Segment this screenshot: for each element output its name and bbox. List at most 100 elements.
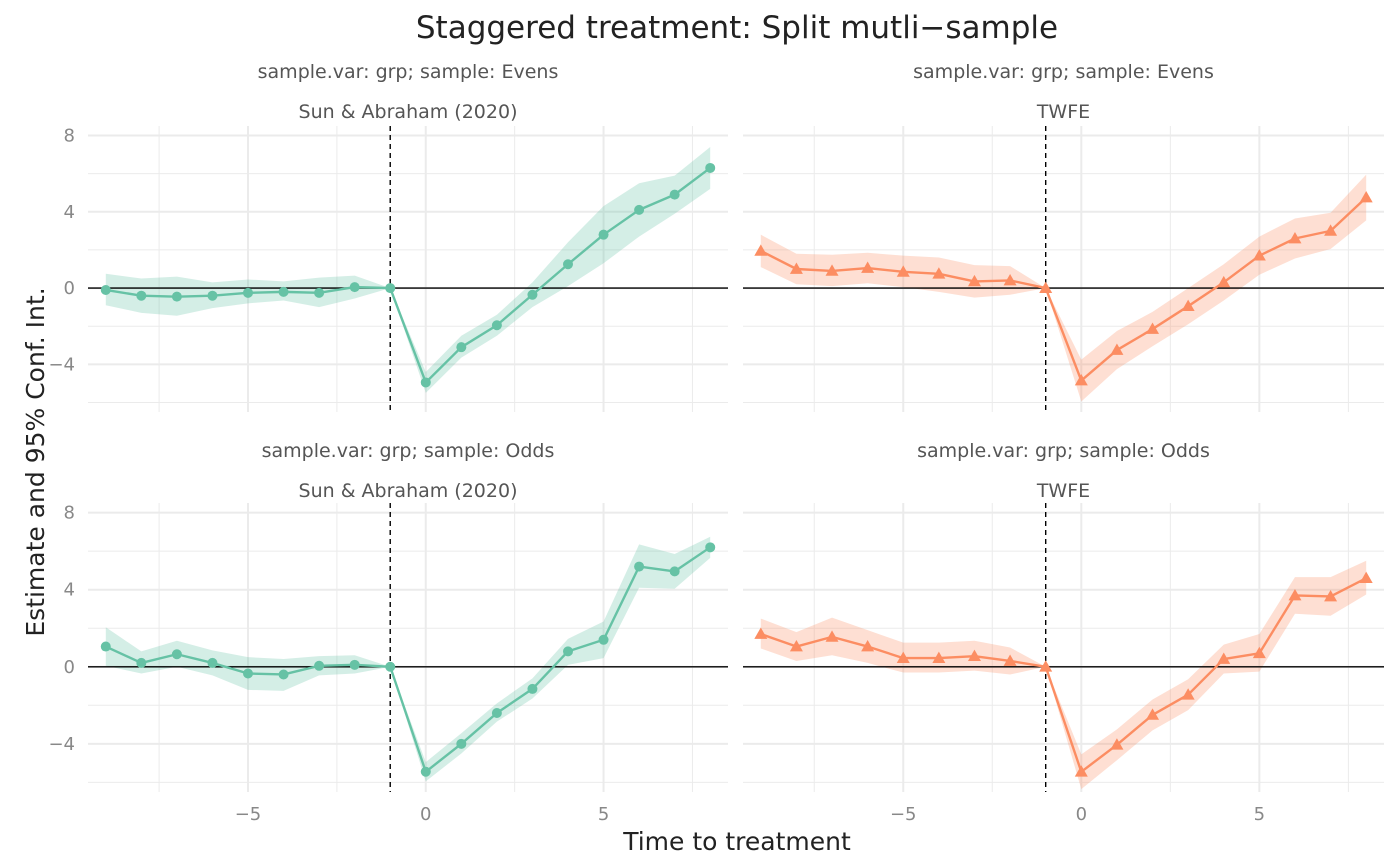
estimate-point (1288, 588, 1302, 601)
estimate-point (896, 265, 910, 277)
estimate-point (349, 282, 360, 293)
estimate-point (1003, 654, 1017, 666)
estimate-line (105, 546, 711, 773)
x-tick-label: −5 (235, 804, 262, 825)
estimate-point (1146, 322, 1160, 334)
estimate-point (896, 651, 910, 663)
estimate-point (967, 649, 981, 662)
chart-title: Staggered treatment: Split mutli−sample (416, 10, 1058, 46)
estimate-point (278, 669, 289, 680)
x-tick-label: −5 (890, 804, 917, 825)
estimate-point (669, 566, 680, 577)
y-tick-label: 8 (64, 503, 75, 524)
estimate-point (136, 657, 147, 668)
estimate-point (1003, 273, 1017, 286)
estimate-point (932, 651, 946, 663)
estimate-point (1217, 652, 1231, 664)
strip-sample-label: sample.var: grp; sample: Evens (258, 61, 559, 83)
estimate-point (385, 283, 396, 294)
estimate-point (456, 738, 467, 749)
y-tick-label: 0 (64, 657, 75, 678)
panel-2: sample.var: grp; sample: Evens TWFE (743, 61, 1384, 412)
x-tick-label: 5 (598, 804, 609, 825)
estimate-point (1039, 660, 1053, 672)
estimate-point (1110, 343, 1124, 355)
estimate-point (825, 630, 839, 642)
estimate-point (314, 660, 325, 671)
estimate-point (705, 162, 716, 173)
estimate-point (789, 640, 803, 652)
estimate-point (967, 274, 981, 287)
strip-method-label: Sun & Abraham (2020) (299, 101, 518, 123)
estimate-point (563, 646, 573, 657)
estimate-point (491, 320, 502, 331)
strip-method-label: TWFE (1036, 480, 1090, 502)
strip-sample-label: sample.var: grp; sample: Odds (917, 440, 1210, 462)
estimate-point (420, 766, 431, 777)
estimate-point (669, 189, 680, 200)
panel-3: sample.var: grp; sample: Odds Sun & Abrah… (48, 440, 728, 825)
estimate-point (932, 267, 946, 279)
x-tick-label: 0 (1076, 804, 1087, 825)
estimate-point (243, 668, 253, 679)
estimate-point (1217, 275, 1231, 288)
estimate-point (171, 649, 182, 660)
estimate-point (1252, 646, 1266, 659)
estimate-point (1181, 688, 1195, 700)
estimate-point (207, 657, 218, 668)
strip-sample-label: sample.var: grp; sample: Evens (913, 61, 1214, 83)
estimate-line (105, 166, 711, 384)
estimate-point (1359, 191, 1373, 203)
estimate-point (1324, 224, 1338, 236)
estimate-point (1288, 231, 1302, 244)
estimate-point (385, 661, 396, 672)
panel-4: sample.var: grp; sample: Odds TWFE −5 0 5 (743, 440, 1384, 825)
estimate-point (861, 261, 875, 273)
panels: sample.var: grp; sample: Evens Sun & Abra… (48, 61, 1384, 825)
estimate-point (1074, 374, 1088, 386)
y-axis-title: Estimate and 95% Conf. Int. (21, 287, 50, 636)
estimate-point (825, 264, 839, 276)
estimate-point (100, 641, 111, 652)
x-tick-label: 0 (420, 804, 431, 825)
strip-method-label: TWFE (1036, 101, 1090, 123)
y-tick-label: 4 (64, 202, 75, 223)
estimate-point (349, 659, 360, 670)
x-tick-label: 5 (1254, 804, 1265, 825)
estimate-line (760, 196, 1368, 382)
estimate-point (598, 229, 609, 240)
confidence-band (760, 560, 1367, 790)
estimate-point (705, 542, 716, 553)
y-tick-label: −4 (48, 354, 75, 375)
estimate-point (527, 683, 538, 694)
confidence-band (105, 146, 711, 393)
estimate-point (171, 291, 182, 302)
estimate-point (136, 290, 147, 301)
y-tick-label: −4 (48, 734, 75, 755)
estimate-point (207, 290, 218, 301)
panel-1: sample.var: grp; sample: Evens Sun & Abra… (48, 61, 728, 412)
estimate-point (1074, 765, 1088, 777)
estimate-point (754, 627, 768, 639)
estimate-point (634, 204, 645, 215)
estimate-point (456, 342, 467, 353)
estimate-point (598, 634, 609, 645)
estimate-point (563, 259, 573, 270)
estimate-point (754, 244, 768, 256)
y-tick-label: 0 (64, 278, 75, 299)
estimate-point (420, 377, 431, 388)
y-tick-label: 8 (64, 126, 75, 147)
estimate-point (1252, 249, 1266, 261)
estimate-point (1181, 299, 1195, 312)
estimate-point (789, 262, 803, 274)
estimate-point (278, 286, 289, 297)
estimate-point (491, 708, 502, 719)
estimate-point (861, 640, 875, 652)
estimate-point (1039, 281, 1053, 293)
strip-method-label: Sun & Abraham (2020) (299, 480, 518, 502)
estimate-point (314, 287, 325, 298)
estimate-point (100, 284, 111, 295)
estimate-point (634, 561, 645, 572)
y-tick-label: 4 (64, 580, 75, 601)
